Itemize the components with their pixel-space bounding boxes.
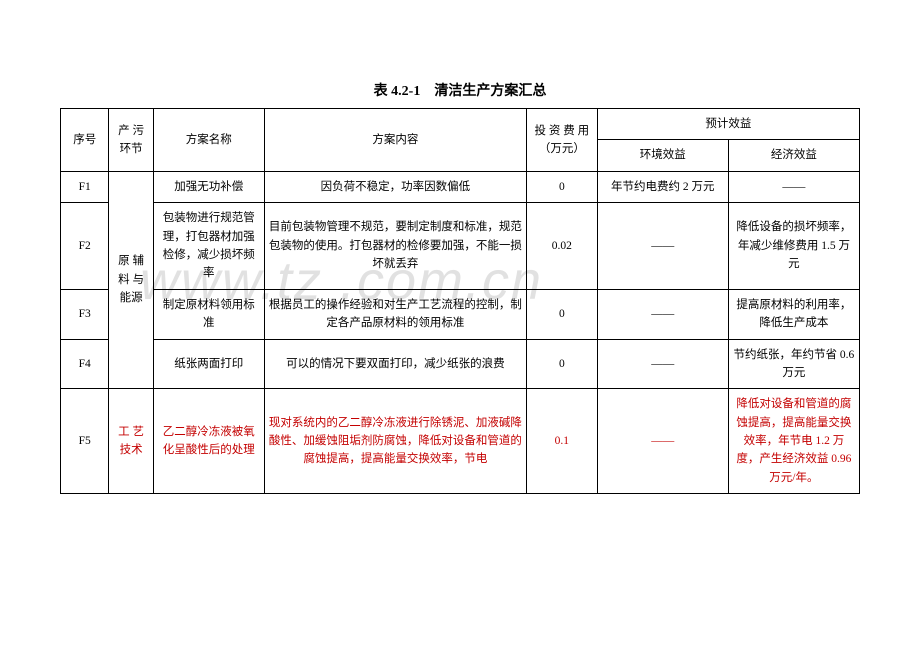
summary-table: 序号 产 污 环节 方案名称 方案内容 投 资 费 用（万元） 预计效益 环境效… bbox=[60, 108, 860, 494]
cell-invest: 0 bbox=[527, 339, 598, 389]
cell-econ: —— bbox=[728, 171, 859, 202]
header-name: 方案名称 bbox=[153, 109, 264, 172]
stage-process: 工 艺 技术 bbox=[109, 389, 153, 494]
table-wrap: 序号 产 污 环节 方案名称 方案内容 投 资 费 用（万元） 预计效益 环境效… bbox=[60, 108, 860, 494]
cell-seq: F1 bbox=[61, 171, 109, 202]
header-invest: 投 资 费 用（万元） bbox=[527, 109, 598, 172]
cell-name: 包装物进行规范管理，打包器材加强检修，减少损坏频率 bbox=[153, 203, 264, 290]
header-benefit: 预计效益 bbox=[597, 109, 859, 140]
cell-invest: 0.1 bbox=[527, 389, 598, 494]
cell-name: 制定原材料领用标准 bbox=[153, 289, 264, 339]
cell-invest: 0 bbox=[527, 289, 598, 339]
table-row: F2 包装物进行规范管理，打包器材加强检修，减少损坏频率 目前包装物管理不规范，… bbox=[61, 203, 860, 290]
cell-content: 可以的情况下要双面打印，减少纸张的浪费 bbox=[264, 339, 526, 389]
cell-env: —— bbox=[597, 203, 728, 290]
cell-env: —— bbox=[597, 289, 728, 339]
header-seq: 序号 bbox=[61, 109, 109, 172]
cell-econ: 降低对设备和管道的腐蚀提高，提高能量交换效率，年节电 1.2 万度，产生经济效益… bbox=[728, 389, 859, 494]
table-header-row-1: 序号 产 污 环节 方案名称 方案内容 投 资 费 用（万元） 预计效益 bbox=[61, 109, 860, 140]
cell-econ: 提高原材料的利用率，降低生产成本 bbox=[728, 289, 859, 339]
cell-content: 因负荷不稳定，功率因数偏低 bbox=[264, 171, 526, 202]
cell-invest: 0 bbox=[527, 171, 598, 202]
table-title: 表 4.2-1 清洁生产方案汇总 bbox=[60, 80, 860, 100]
cell-name: 纸张两面打印 bbox=[153, 339, 264, 389]
table-row: F4 纸张两面打印 可以的情况下要双面打印，减少纸张的浪费 0 —— 节约纸张，… bbox=[61, 339, 860, 389]
cell-name: 加强无功补偿 bbox=[153, 171, 264, 202]
cell-seq: F3 bbox=[61, 289, 109, 339]
header-econ: 经济效益 bbox=[728, 140, 859, 171]
cell-seq: F2 bbox=[61, 203, 109, 290]
cell-econ: 降低设备的损坏频率，年减少维修费用 1.5 万元 bbox=[728, 203, 859, 290]
cell-name: 乙二醇冷冻液被氧化呈酸性后的处理 bbox=[153, 389, 264, 494]
cell-env: —— bbox=[597, 389, 728, 494]
cell-invest: 0.02 bbox=[527, 203, 598, 290]
table-row-highlighted: F5 工 艺 技术 乙二醇冷冻液被氧化呈酸性后的处理 现对系统内的乙二醇冷冻液进… bbox=[61, 389, 860, 494]
document-page: www.tz .com.cn 表 4.2-1 清洁生产方案汇总 序号 产 污 环… bbox=[0, 0, 920, 651]
cell-content: 现对系统内的乙二醇冷冻液进行除锈泥、加液碱降酸性、加缓蚀阻垢剂防腐蚀，降低对设备… bbox=[264, 389, 526, 494]
cell-env: —— bbox=[597, 339, 728, 389]
header-stage: 产 污 环节 bbox=[109, 109, 153, 172]
cell-content: 根据员工的操作经验和对生产工艺流程的控制，制定各产品原材料的领用标准 bbox=[264, 289, 526, 339]
cell-seq: F4 bbox=[61, 339, 109, 389]
cell-econ: 节约纸张，年约节省 0.6 万元 bbox=[728, 339, 859, 389]
cell-seq: F5 bbox=[61, 389, 109, 494]
stage-raw-materials: 原 辅 料 与 能源 bbox=[109, 171, 153, 389]
header-env: 环境效益 bbox=[597, 140, 728, 171]
cell-content: 目前包装物管理不规范，要制定制度和标准，规范包装物的使用。打包器材的检修要加强，… bbox=[264, 203, 526, 290]
cell-env: 年节约电费约 2 万元 bbox=[597, 171, 728, 202]
header-content: 方案内容 bbox=[264, 109, 526, 172]
table-row: F3 制定原材料领用标准 根据员工的操作经验和对生产工艺流程的控制，制定各产品原… bbox=[61, 289, 860, 339]
table-row: F1 原 辅 料 与 能源 加强无功补偿 因负荷不稳定，功率因数偏低 0 年节约… bbox=[61, 171, 860, 202]
